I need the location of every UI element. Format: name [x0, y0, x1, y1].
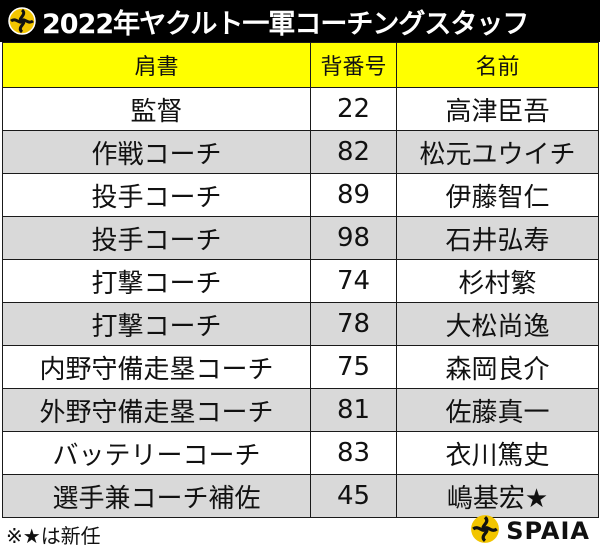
table-row: 選手兼コーチ補佐 45 嶋基宏★ [2, 474, 599, 518]
role-cell: 内野守備走塁コーチ [2, 345, 311, 389]
table-row: 打撃コーチ 78 大松尚逸 [2, 302, 599, 346]
role-cell: 投手コーチ [2, 216, 311, 260]
role-cell: 打撃コーチ [2, 302, 311, 346]
number-cell: 22 [310, 87, 397, 131]
name-cell: 嶋基宏★ [396, 474, 599, 518]
table-header-row: 肩書 背番号 名前 [2, 42, 599, 88]
name-cell: 伊藤智仁 [396, 173, 599, 217]
spaia-logo-icon [8, 7, 36, 35]
name-cell: 杉村繁 [396, 259, 599, 303]
role-cell: 打撃コーチ [2, 259, 311, 303]
role-cell: 作戦コーチ [2, 130, 311, 174]
role-cell: 外野守備走塁コーチ [2, 388, 311, 432]
table-row: 作戦コーチ 82 松元ユウイチ [2, 130, 599, 174]
role-cell: 選手兼コーチ補佐 [2, 474, 311, 518]
number-cell: 89 [310, 173, 397, 217]
table-row: 打撃コーチ 74 杉村繁 [2, 259, 599, 303]
role-cell: 監督 [2, 87, 311, 131]
role-cell: 投手コーチ [2, 173, 311, 217]
column-header-number: 背番号 [310, 42, 397, 88]
number-cell: 81 [310, 388, 397, 432]
spaia-logo-icon [470, 514, 500, 548]
name-cell: 森岡良介 [396, 345, 599, 389]
title-bar: 2022年ヤクルト一軍コーチングスタッフ [0, 0, 600, 42]
staff-table: 肩書 背番号 名前 監督 22 高津臣吾 作戦コーチ 82 松元ユウイチ 投手コ… [2, 42, 599, 518]
brand-name: SPAIA [506, 517, 590, 545]
name-cell: 大松尚逸 [396, 302, 599, 346]
name-cell: 高津臣吾 [396, 87, 599, 131]
page-title: 2022年ヤクルト一軍コーチングスタッフ [42, 8, 529, 40]
number-cell: 98 [310, 216, 397, 260]
name-cell: 衣川篤史 [396, 431, 599, 475]
footnote: ※★は新任 [6, 524, 101, 548]
number-cell: 83 [310, 431, 397, 475]
number-cell: 75 [310, 345, 397, 389]
name-cell: 石井弘寿 [396, 216, 599, 260]
number-cell: 74 [310, 259, 397, 303]
column-header-role: 肩書 [2, 42, 311, 88]
brand-logo: SPAIA [470, 514, 590, 548]
table-row: 投手コーチ 89 伊藤智仁 [2, 173, 599, 217]
number-cell: 82 [310, 130, 397, 174]
table-row: 外野守備走塁コーチ 81 佐藤真一 [2, 388, 599, 432]
table-row: 監督 22 高津臣吾 [2, 87, 599, 131]
table-row: 投手コーチ 98 石井弘寿 [2, 216, 599, 260]
table-row: 内野守備走塁コーチ 75 森岡良介 [2, 345, 599, 389]
name-cell: 佐藤真一 [396, 388, 599, 432]
column-header-name: 名前 [396, 42, 599, 88]
table-row: バッテリーコーチ 83 衣川篤史 [2, 431, 599, 475]
number-cell: 78 [310, 302, 397, 346]
number-cell: 45 [310, 474, 397, 518]
name-cell: 松元ユウイチ [396, 130, 599, 174]
role-cell: バッテリーコーチ [2, 431, 311, 475]
